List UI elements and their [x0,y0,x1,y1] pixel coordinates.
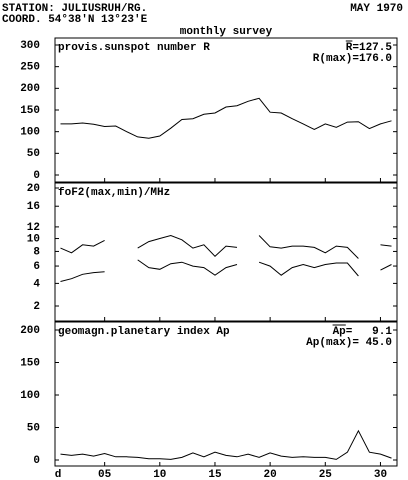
y-tick-label: 16 [27,201,40,213]
y-tick-label: 200 [20,325,40,337]
x-tick-label: 30 [374,469,387,480]
y-tick-label: 20 [27,183,40,195]
y-tick-label: 100 [20,390,40,402]
panel-title: provis.sunspot number R [58,42,210,54]
y-tick-label: 2 [33,301,40,313]
y-tick-label: 50 [27,148,40,160]
y-tick-label: 300 [20,40,40,52]
data-line [60,234,392,259]
panel-frame [54,321,398,467]
y-tick-label: 4 [33,278,40,290]
station: STATION: JULIUSRUH/RG. [2,3,147,15]
annotation: R(max)=176.0 [313,53,392,65]
x-tick-label: 15 [208,469,222,480]
y-tick-label: 100 [20,127,40,139]
panel-frame [54,182,398,322]
date: MAY 1970 [350,3,403,15]
x-tick-label: 05 [98,469,112,480]
annotation: Ap= 9.1 [333,326,393,338]
y-tick-label: 0 [33,455,40,467]
x-tick-label: 20 [264,469,277,480]
y-tick-label: 6 [33,261,40,273]
y-tick-label: 12 [27,222,40,234]
y-tick-label: 8 [33,246,40,258]
panel-title: foF2(max,min)/MHz [58,187,170,199]
x-tick-label: 25 [319,469,333,480]
subtitle: monthly survey [180,26,273,38]
y-tick-label: 250 [20,62,40,74]
y-tick-label: 50 [27,422,40,434]
y-tick-label: 10 [27,233,40,245]
panel-title: geomagn.planetary index Ap [58,326,230,338]
y-tick-label: 150 [20,357,40,369]
annotation: Ap(max)= 45.0 [306,337,392,349]
data-line [60,97,392,139]
annotation: R=127.5 [346,42,393,54]
data-line [60,429,392,460]
x-axis-label: d [55,469,62,480]
data-line [60,259,392,282]
coord: COORD. 54°38'N 13°23'E [2,14,148,26]
x-tick-label: 10 [153,469,166,480]
y-tick-label: 200 [20,83,40,95]
y-tick-label: 150 [20,105,40,117]
y-tick-label: 0 [33,170,40,182]
